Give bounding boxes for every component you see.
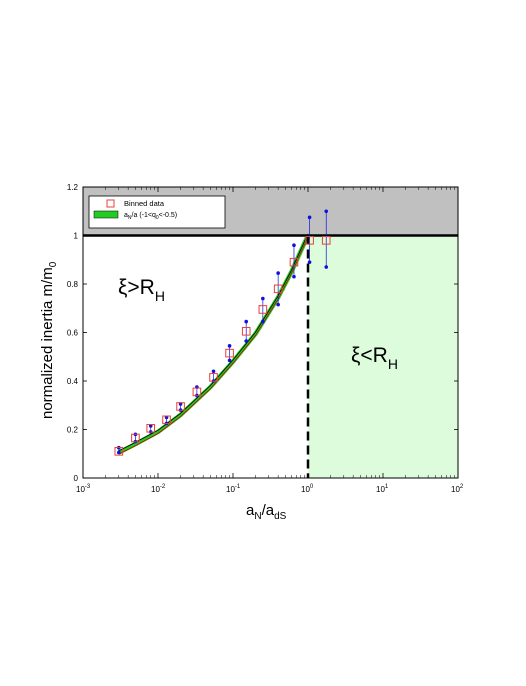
errorbar-high-dot: [292, 243, 296, 247]
x-tick-label: 101: [376, 484, 389, 494]
errorbar-low-dot: [324, 265, 329, 269]
band-curve-edge-red: [118, 236, 309, 455]
x-tick-base: 10: [151, 485, 160, 494]
data-point: [114, 447, 124, 456]
x-label-dS: dS: [274, 511, 287, 522]
y-tick-label: 0.8: [67, 280, 79, 289]
region-label-left: ξ>RH: [118, 276, 165, 304]
x-tick-base: 10: [76, 485, 85, 494]
legend-marker-binned: [106, 199, 115, 208]
x-tick-exp: -1: [235, 484, 241, 490]
errorbar-low-dot: [244, 339, 249, 343]
data-point: [289, 257, 299, 267]
region-label-right-text: ξ<R: [351, 344, 388, 367]
green-region: [308, 235, 458, 478]
errorbar-low-dot: [292, 274, 296, 279]
data-point: [146, 423, 156, 433]
data-point: [258, 305, 268, 314]
data-point: [176, 402, 185, 411]
x-tick-exp: 2: [460, 484, 464, 490]
legend-label-binned: Binned data: [124, 199, 165, 208]
x-tick-exp: 0: [310, 484, 314, 490]
y-tick-label: 0.4: [67, 377, 79, 386]
legend-swatch-band: [93, 210, 119, 219]
ticks: [82, 186, 459, 479]
data-point: [209, 373, 218, 382]
legend-band-0: 0: [156, 215, 159, 221]
errorbar-high-dot: [244, 319, 249, 324]
x-tick-exp: -2: [160, 484, 166, 490]
x-tick-base: 10: [376, 485, 385, 494]
x-tick-label: 10-1: [226, 484, 241, 494]
x-label-N: N: [254, 511, 261, 522]
errorbar-low-dot: [276, 302, 280, 307]
region-label-left-text: ξ>R: [118, 276, 155, 299]
legend-label-band: aN/a (-1<q0<-0.5): [124, 212, 177, 221]
y-tick-label: 0.2: [67, 426, 79, 435]
legend-band-mid: /a (-1<q: [132, 212, 156, 219]
data-point: [192, 387, 202, 397]
x-tick-base: 10: [301, 485, 310, 494]
errorbar-high-dot: [276, 271, 280, 275]
markers: [114, 236, 331, 456]
errorbar-low-dot: [116, 450, 121, 455]
legend-band-N: N: [128, 215, 132, 221]
errorbar-high-dot: [261, 296, 265, 301]
errorbar-low-dot: [307, 260, 312, 264]
tick-labels: 00.20.40.60.811.210-3 10-2 10-1 100 101 102: [67, 183, 464, 494]
data-point: [131, 433, 140, 443]
errorbar-high-dot: [211, 369, 216, 374]
data-point: [241, 326, 251, 336]
x-tick-exp: -3: [85, 484, 91, 490]
x-tick-base: 10: [226, 485, 235, 494]
data-point: [162, 415, 171, 425]
region-label-right-sub: H: [388, 356, 398, 372]
y-tick-label: 1.2: [67, 183, 79, 192]
x-tick-label: 102: [451, 484, 464, 494]
data-point: [273, 284, 283, 294]
x-label-mid: /a: [262, 502, 275, 519]
region-label-right: ξ<RH: [351, 344, 398, 372]
y-tick-label: 0.6: [67, 329, 79, 338]
x-tick-label: 100: [301, 484, 314, 494]
legend-band-a: a: [124, 212, 128, 219]
y-label-main: normalized inertia m/m: [39, 267, 56, 419]
region-label-left-sub: H: [155, 288, 165, 304]
legend-band-end: <-0.5): [159, 212, 177, 219]
data-point: [321, 236, 331, 245]
data-point: [225, 348, 234, 358]
band-curve-fill: [117, 234, 311, 455]
errorbar-high-dot: [324, 209, 329, 214]
x-axis-label: aN/adS: [246, 502, 287, 522]
errorbar-low-dot: [261, 319, 265, 324]
x-label-a: a: [246, 502, 255, 519]
y-label-sub: 0: [48, 261, 59, 267]
x-tick-exp: 1: [385, 484, 389, 490]
x-tick-label: 10-2: [151, 484, 166, 494]
x-tick-label: 10-3: [76, 484, 91, 494]
x-tick-base: 10: [451, 485, 460, 494]
errorbar-low-dot: [227, 358, 232, 363]
legend: Binned data aN/a (-1<q0<-0.5): [88, 195, 226, 229]
errorbar-high-dot: [307, 215, 312, 220]
errorbar-high-dot: [227, 344, 232, 348]
data-point: [305, 236, 314, 245]
y-tick-label: 1: [74, 232, 79, 241]
y-axis-label: normalized inertia m/m0: [39, 261, 59, 419]
y-tick-label: 0: [74, 474, 79, 483]
